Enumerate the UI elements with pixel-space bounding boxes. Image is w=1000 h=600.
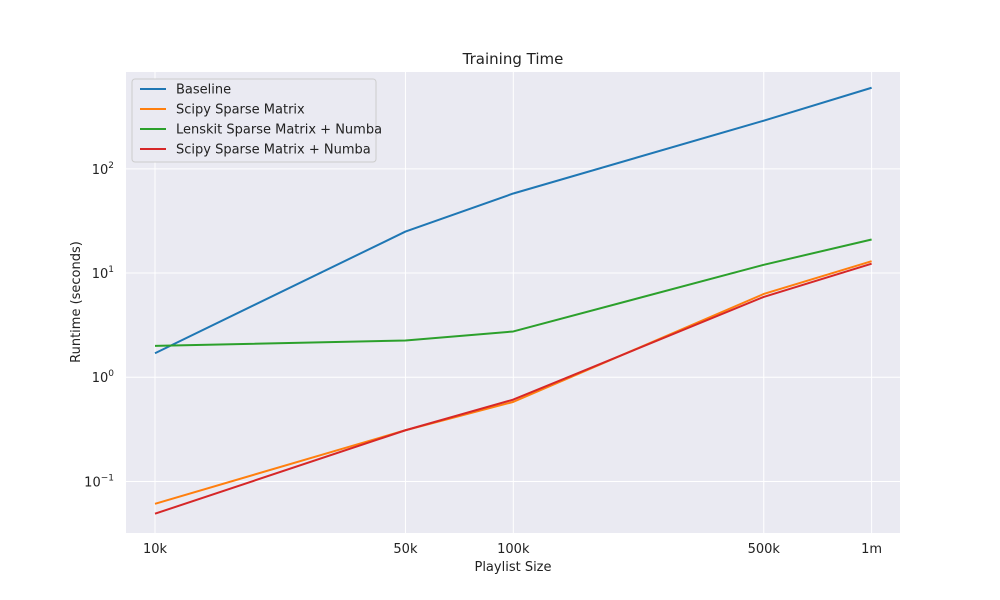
legend-box (131, 78, 377, 163)
legend-label: Lenskit Sparse Matrix + Numba (176, 123, 382, 138)
series-lines (154, 86, 872, 515)
x-axis-label: Playlist Size (474, 560, 551, 575)
legend: Baseline Scipy Sparse Matrix Lenskit Spars… (131, 78, 382, 163)
y-tick-label: 10−1 (84, 473, 114, 490)
x-tick-label: 10k (143, 542, 168, 557)
x-tick-label: 1m (861, 542, 882, 557)
y-tick-label: 100 (92, 369, 115, 386)
series-line-scipy-sparse-matrix-numba (154, 262, 872, 515)
legend-label: Scipy Sparse Matrix (176, 103, 305, 118)
legend-label: Scipy Sparse Matrix + Numba (176, 143, 371, 158)
x-tick-labels: 10k 50k 100k 500k 1m (143, 542, 882, 557)
series-line-scipy-sparse-matrix (154, 260, 872, 505)
y-tick-labels: 10−1 100 101 102 (84, 161, 114, 491)
x-tick-label: 500k (748, 542, 781, 557)
legend-label: Baseline (176, 83, 231, 98)
grid (126, 72, 900, 533)
y-tick-label: 102 (92, 161, 114, 178)
series-line-baseline (154, 86, 872, 355)
chart-title: Training Time (462, 50, 564, 68)
x-tick-label: 50k (393, 542, 418, 557)
y-axis-label: Runtime (seconds) (69, 241, 84, 363)
x-tick-label: 100k (497, 542, 530, 557)
series-line-lenskit-sparse-matrix-numba (154, 238, 872, 347)
y-tick-label: 101 (92, 265, 114, 282)
